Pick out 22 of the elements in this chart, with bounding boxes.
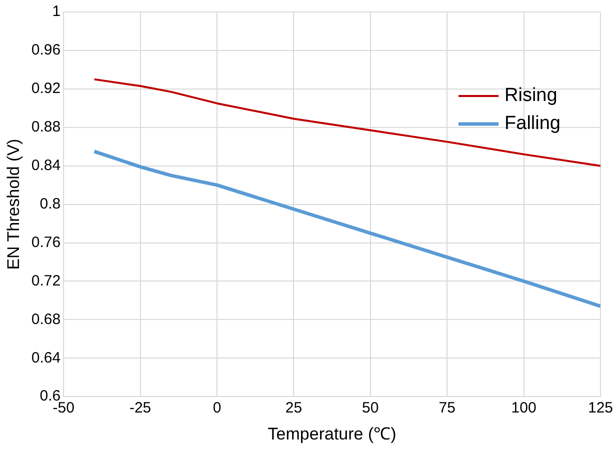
y-tick-label: 1 [52,3,61,20]
x-axis-title: Temperature (℃) [268,424,396,444]
y-tick-label: 0.76 [31,234,61,251]
y-tick-label: 0.8 [40,195,61,212]
y-tick-label: 0.92 [31,80,61,98]
x-tick-label: -50 [52,400,74,417]
y-tick-label: 0.96 [31,42,61,59]
x-tick-label: 25 [285,400,302,417]
y-tick-label: 0.68 [31,310,61,328]
x-tick-label: 50 [362,400,379,417]
x-tick-label: 75 [438,400,456,417]
y-tick-label: 0.88 [31,118,61,136]
legend-label: Rising [504,85,558,106]
y-tick-label: 0.64 [31,349,61,366]
y-tick-label: 0.84 [31,156,61,174]
x-tick-label: -25 [129,400,152,417]
y-tick-label: 0.72 [31,272,61,290]
x-tick-label: 0 [212,400,222,417]
legend-label: Falling [504,113,560,134]
x-tick-label: 125 [588,400,613,417]
x-tick-label: 100 [511,400,536,417]
y-axis-title: EN Threshold (V) [4,138,23,270]
